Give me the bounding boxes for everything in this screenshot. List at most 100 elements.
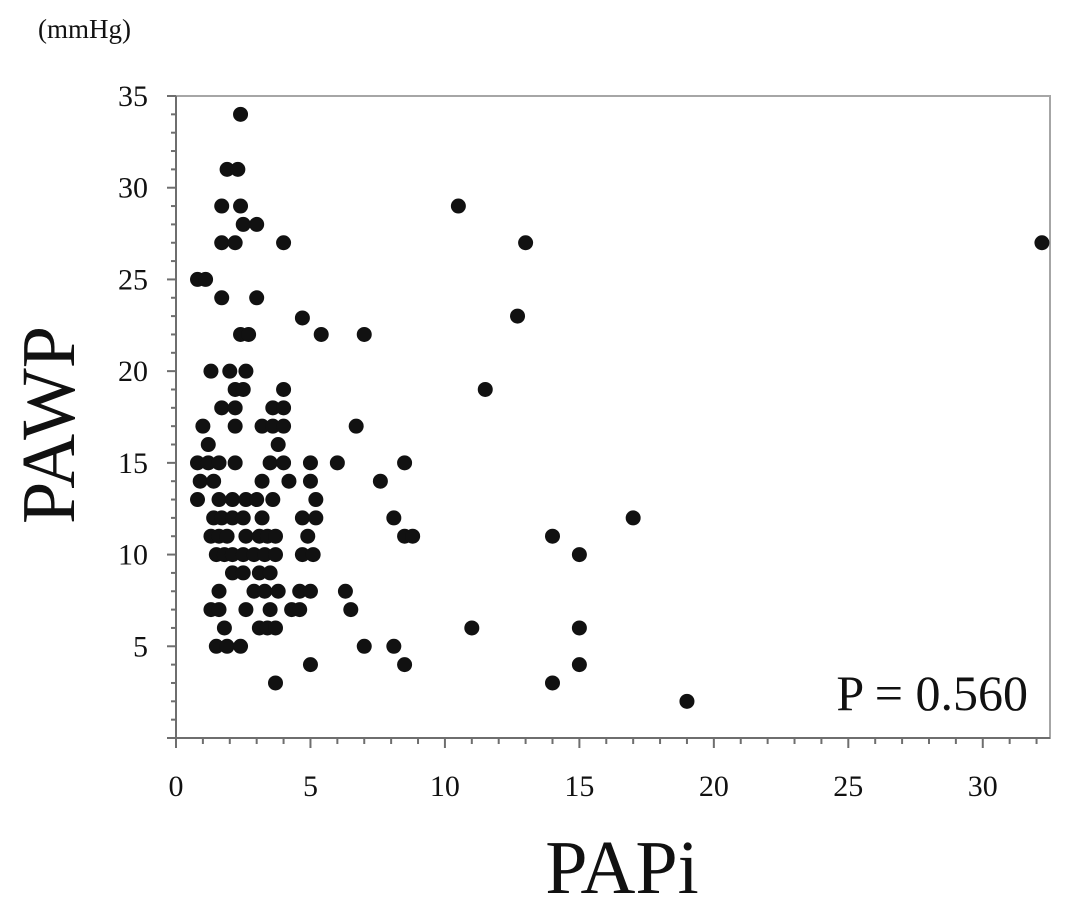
data-points <box>190 106 1050 709</box>
data-point <box>281 473 297 489</box>
data-point <box>257 583 273 599</box>
data-point <box>254 473 270 489</box>
data-point <box>233 198 249 214</box>
data-point <box>268 620 284 636</box>
x-axis-ticks: 0 5 10 15 20 25 30 <box>169 738 1038 803</box>
data-point <box>265 492 281 508</box>
data-point <box>292 583 308 599</box>
data-point <box>397 657 413 673</box>
data-point <box>195 418 211 434</box>
data-point <box>308 510 324 526</box>
data-point <box>214 400 230 416</box>
data-point <box>246 583 262 599</box>
data-point <box>206 473 222 489</box>
data-point <box>235 510 251 526</box>
data-point <box>208 638 224 654</box>
data-point <box>211 583 227 599</box>
data-point <box>219 528 235 544</box>
x-tick-label: 5 <box>303 770 318 803</box>
data-point <box>268 675 284 691</box>
data-point <box>265 418 281 434</box>
y-tick-label: 10 <box>118 539 148 572</box>
data-point <box>200 437 216 453</box>
data-point <box>235 565 251 581</box>
data-point <box>302 473 318 489</box>
x-tick-label: 25 <box>833 770 863 803</box>
data-point <box>356 638 372 654</box>
data-point <box>224 547 240 563</box>
data-point <box>405 528 421 544</box>
data-point <box>219 638 235 654</box>
data-point <box>276 400 292 416</box>
data-point <box>238 492 254 508</box>
data-point <box>372 473 388 489</box>
data-point <box>294 310 310 326</box>
data-point <box>302 657 318 673</box>
data-point <box>477 381 493 397</box>
data-point <box>262 455 278 471</box>
data-point <box>518 235 534 251</box>
data-point <box>241 326 257 342</box>
data-point <box>268 547 284 563</box>
data-point <box>625 510 641 526</box>
data-point <box>302 455 318 471</box>
data-point <box>343 602 359 618</box>
data-point <box>292 602 308 618</box>
data-point <box>224 492 240 508</box>
data-point <box>268 528 284 544</box>
data-point <box>313 326 329 342</box>
data-point <box>679 693 695 709</box>
data-point <box>397 455 413 471</box>
data-point <box>249 290 265 306</box>
data-point <box>544 675 560 691</box>
x-tick-label: 10 <box>430 770 460 803</box>
x-axis-title: PAPi <box>545 826 699 910</box>
data-point <box>238 602 254 618</box>
data-point <box>198 271 214 287</box>
data-point <box>464 620 480 636</box>
data-point <box>227 400 243 416</box>
data-point <box>214 198 230 214</box>
data-point <box>211 455 227 471</box>
data-point <box>233 106 249 122</box>
y-axis-unit: (mmHg) <box>38 14 131 44</box>
data-point <box>249 492 265 508</box>
data-point <box>190 455 206 471</box>
data-point <box>571 620 587 636</box>
data-point <box>238 528 254 544</box>
data-point <box>222 363 238 379</box>
data-point <box>571 657 587 673</box>
data-point <box>302 583 318 599</box>
y-tick-label: 20 <box>118 355 148 388</box>
data-point <box>544 528 560 544</box>
y-axis-title: PAWP <box>7 326 91 524</box>
data-point <box>305 547 321 563</box>
y-tick-label: 35 <box>118 80 148 113</box>
data-point <box>329 455 345 471</box>
data-point <box>235 547 251 563</box>
data-point <box>227 235 243 251</box>
data-point <box>238 363 254 379</box>
data-point <box>270 437 286 453</box>
y-tick-label: 30 <box>118 172 148 205</box>
data-point <box>337 583 353 599</box>
data-point <box>262 602 278 618</box>
data-point <box>270 583 286 599</box>
data-point <box>246 547 262 563</box>
x-tick-label: 0 <box>169 770 184 803</box>
data-point <box>214 235 230 251</box>
data-point <box>294 510 310 526</box>
data-point <box>203 363 219 379</box>
data-point <box>254 510 270 526</box>
data-point <box>265 400 281 416</box>
y-tick-label: 25 <box>118 263 148 296</box>
data-point <box>219 161 235 177</box>
data-point <box>211 602 227 618</box>
data-point <box>386 510 402 526</box>
data-point <box>200 455 216 471</box>
data-point <box>230 161 246 177</box>
x-tick-label: 15 <box>564 770 594 803</box>
data-point <box>571 547 587 563</box>
data-point <box>276 235 292 251</box>
